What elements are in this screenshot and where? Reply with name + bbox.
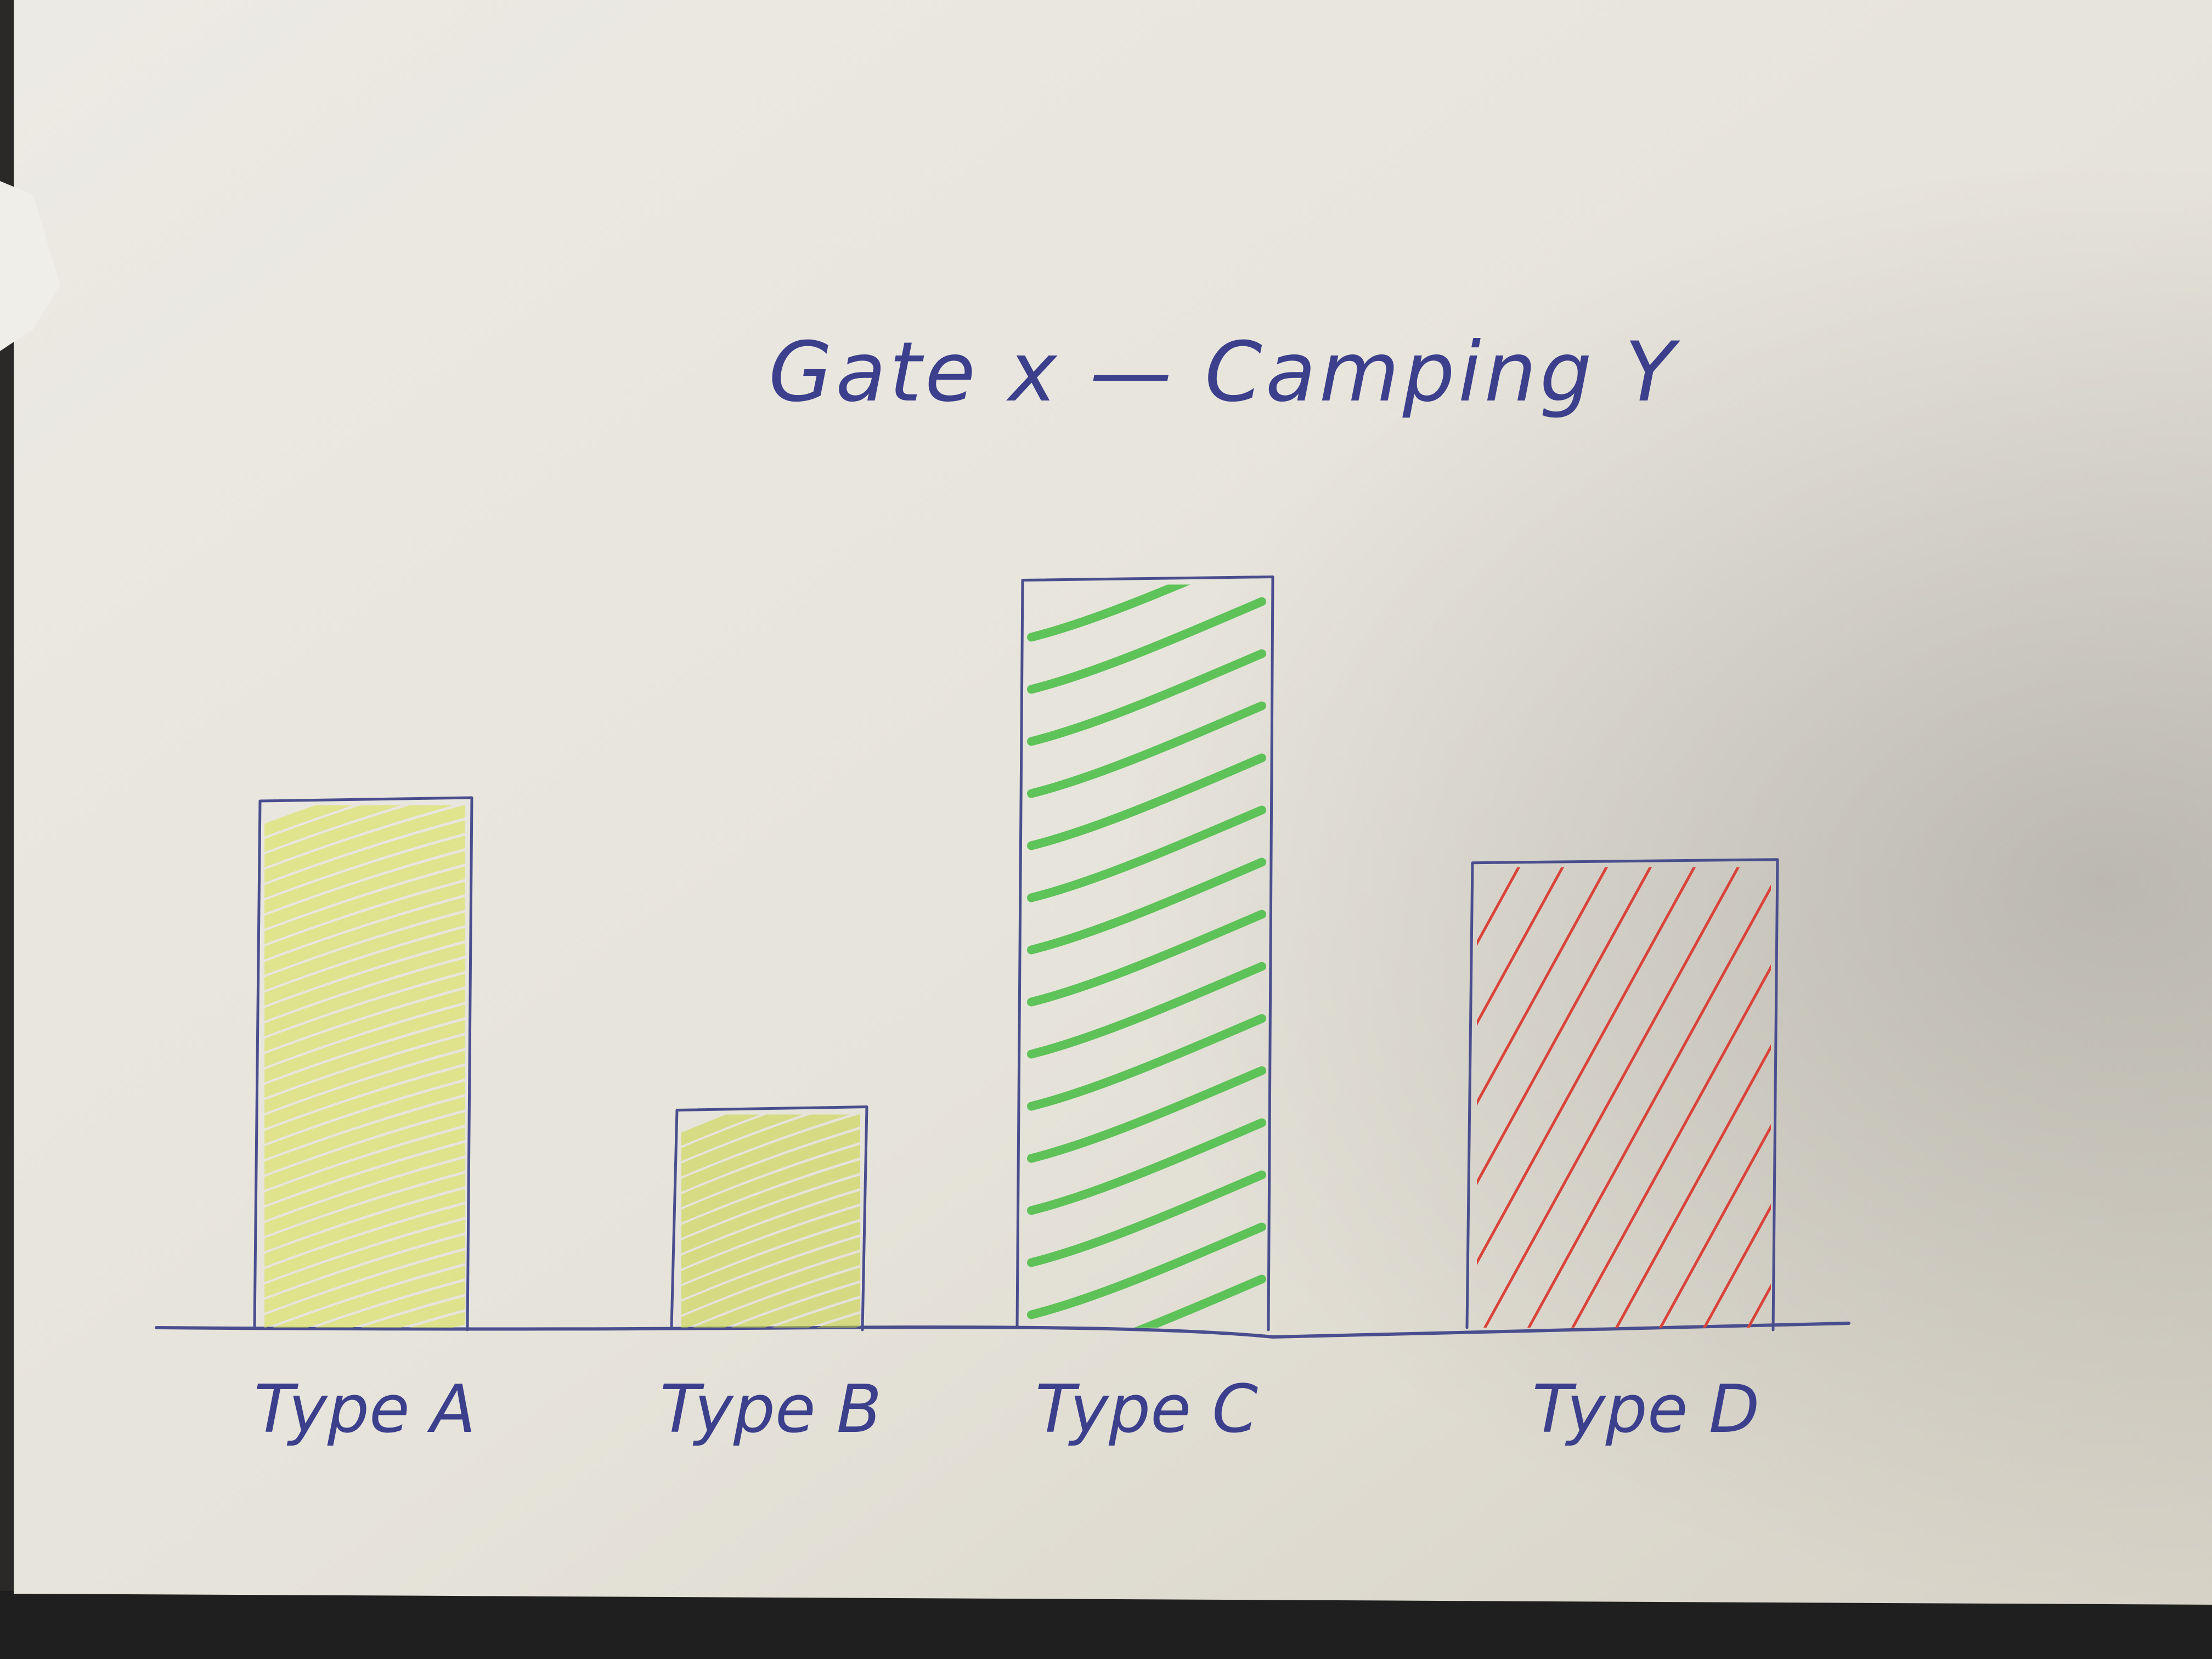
category-label-group: Type A Type B Type C Type D xyxy=(254,1372,1759,1448)
bar-type-b xyxy=(670,1105,868,1331)
bar-type-d xyxy=(1465,858,1779,1331)
tick-label-type-a: Type A xyxy=(254,1372,476,1448)
bar-type-a xyxy=(253,796,473,1331)
bar-group xyxy=(253,575,1779,1331)
x-axis-line xyxy=(155,1322,1850,1339)
tick-label-type-b: Type B xyxy=(660,1372,882,1448)
tick-label-type-c: Type C xyxy=(1035,1372,1258,1448)
tick-label-type-d: Type D xyxy=(1532,1372,1759,1448)
chart-title: Gate x — Camping Y xyxy=(769,325,1681,420)
bar-type-c xyxy=(1015,575,1274,1331)
torn-paper-corner xyxy=(0,181,60,351)
